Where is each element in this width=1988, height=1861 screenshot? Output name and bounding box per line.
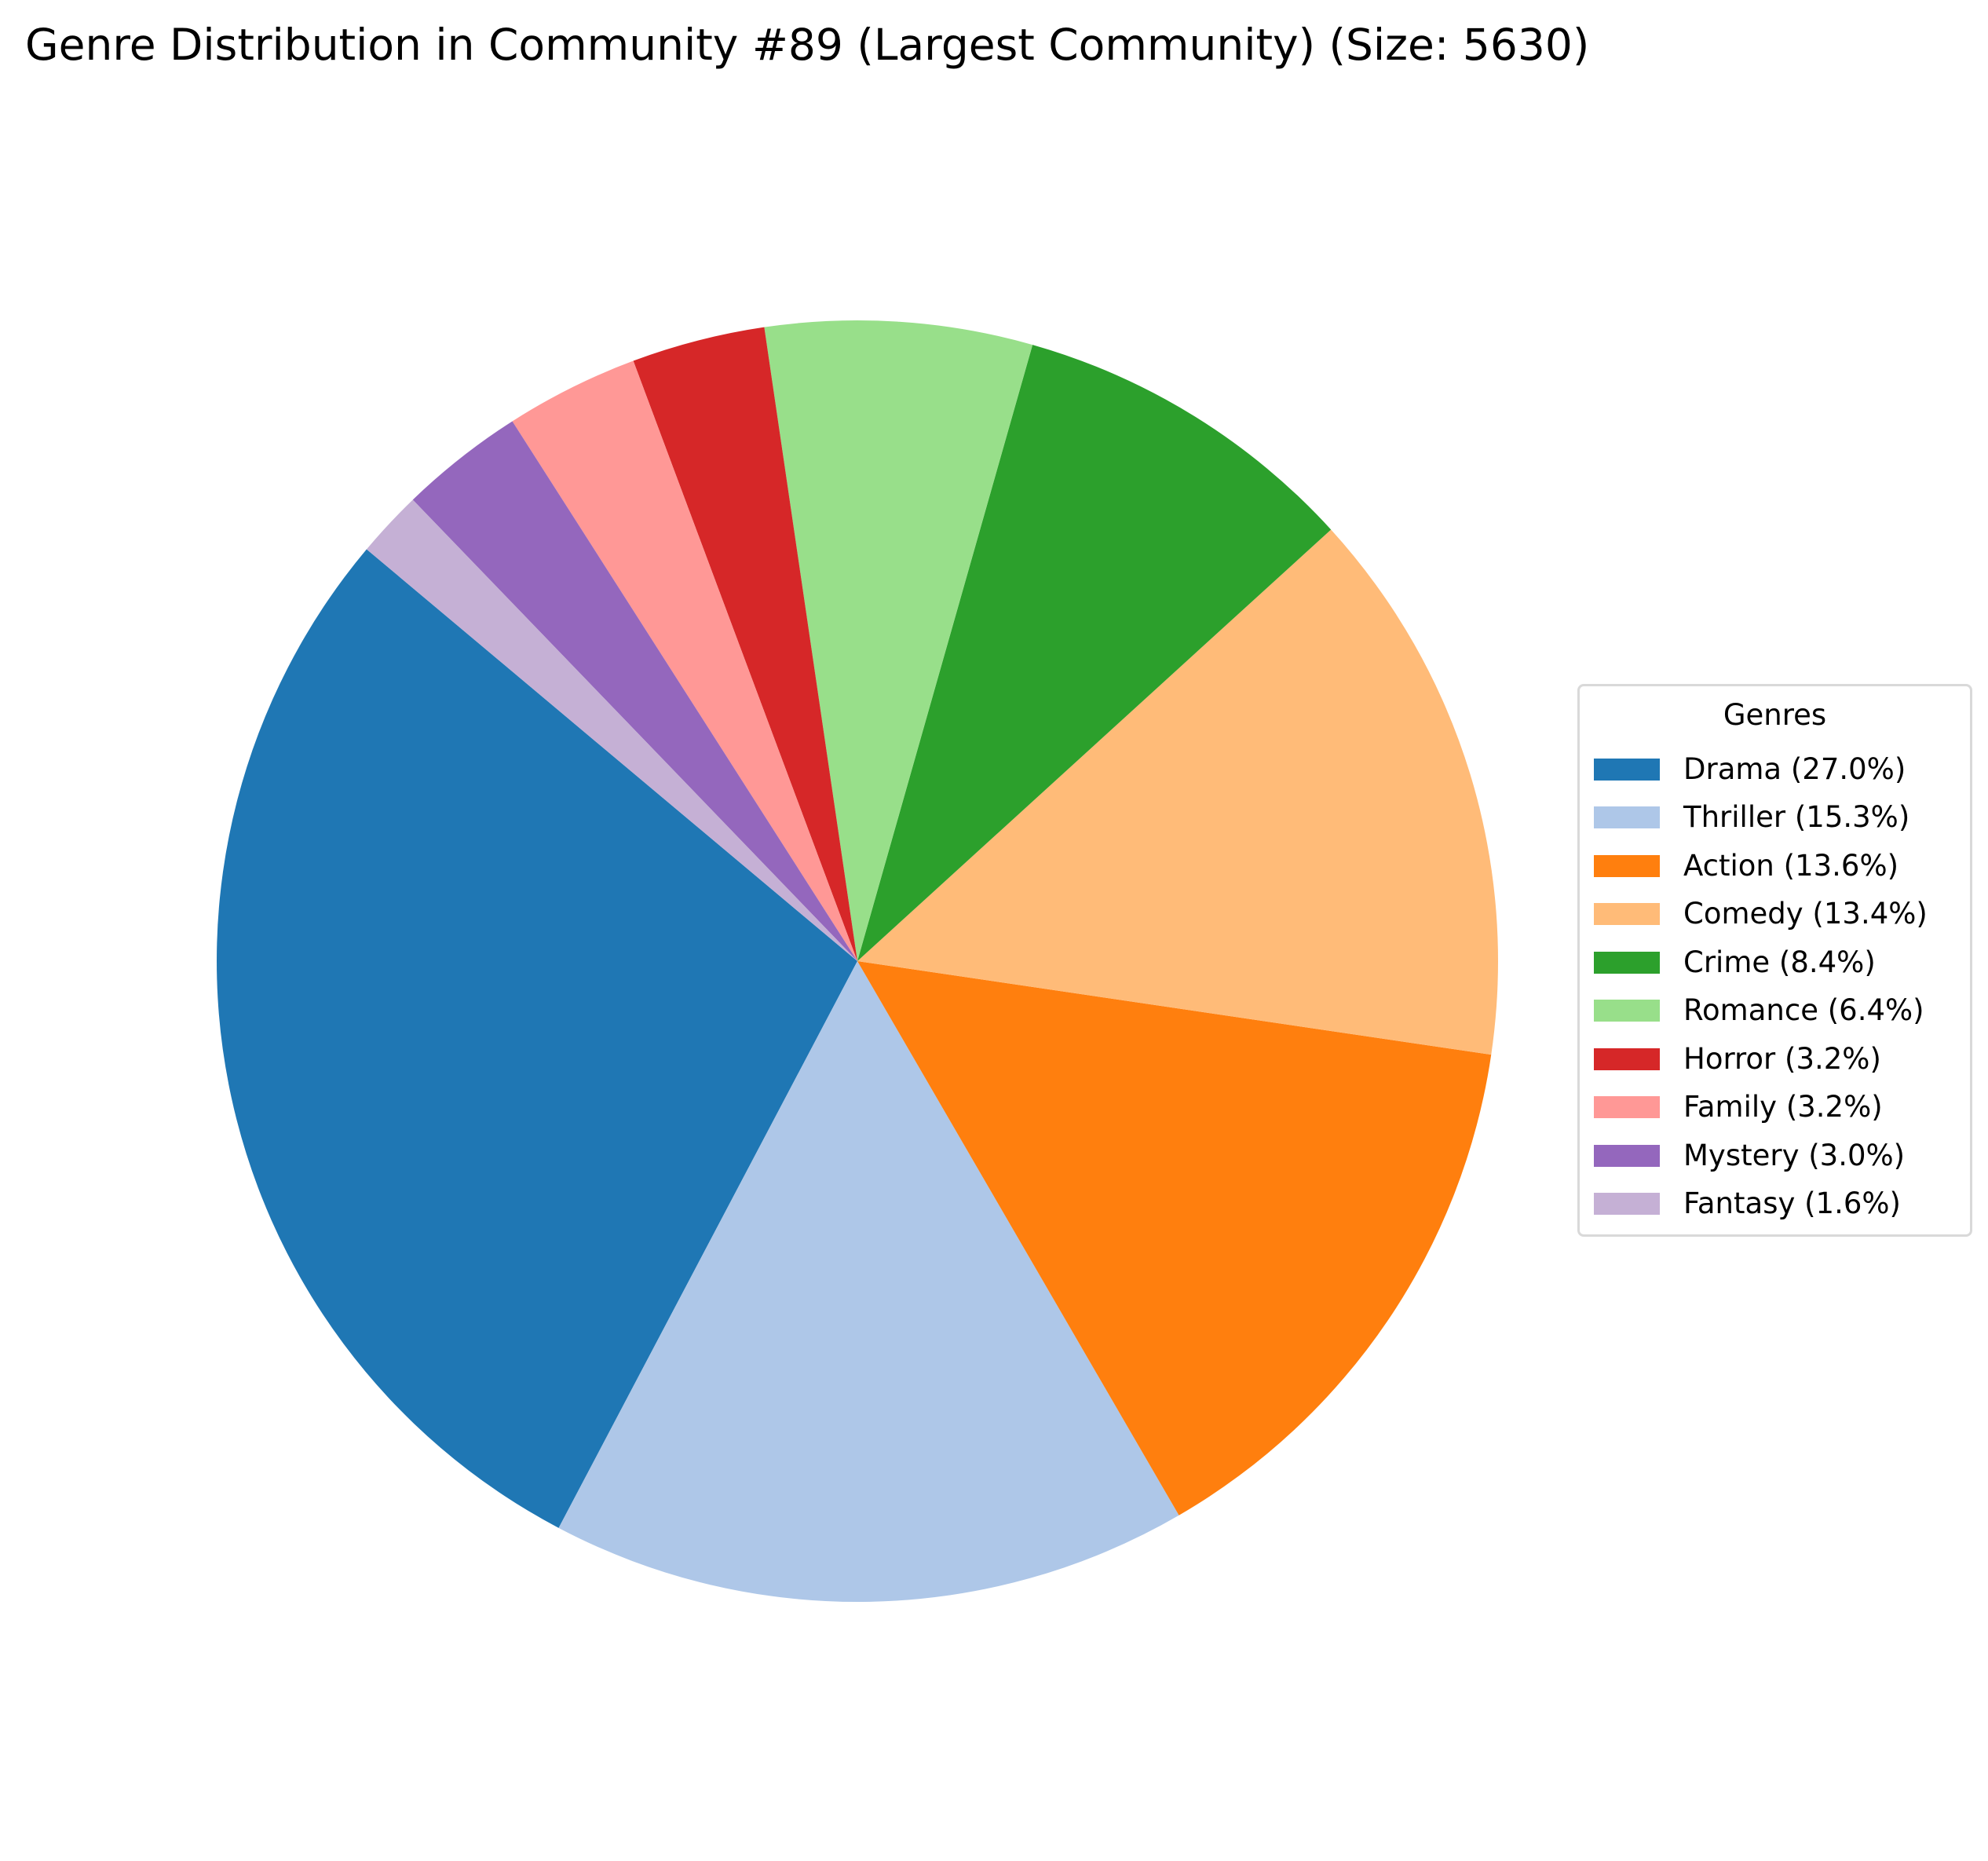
legend-label: Thriller (15.3%): [1683, 800, 1910, 835]
legend-item-drama: Drama (27.0%): [1594, 745, 1928, 794]
legend-item-fantasy: Fantasy (1.6%): [1594, 1180, 1928, 1229]
legend-swatch: [1594, 1096, 1660, 1119]
pie-slice-thriller: [558, 961, 1179, 1603]
pie-slices: [217, 320, 1498, 1603]
legend-label: Comedy (13.4%): [1683, 897, 1928, 931]
legend-label: Mystery (3.0%): [1683, 1138, 1906, 1172]
legend-label: Crime (8.4%): [1683, 945, 1876, 979]
pie-slice-comedy: [857, 529, 1498, 1055]
legend-label: Romance (6.4%): [1683, 993, 1924, 1028]
legend-item-thriller: Thriller (15.3%): [1594, 794, 1928, 843]
legend: Genres Drama (27.0%) Thriller (15.3%) Acti…: [1577, 684, 1972, 1237]
legend-item-crime: Crime (8.4%): [1594, 938, 1928, 987]
legend-swatch: [1594, 806, 1660, 829]
legend-label: Fantasy (1.6%): [1683, 1186, 1901, 1221]
legend-item-comedy: Comedy (13.4%): [1594, 890, 1928, 939]
pie-slice-romance: [764, 320, 1033, 961]
pie-slice-fantasy: [366, 499, 857, 961]
legend-label: Horror (3.2%): [1683, 1041, 1881, 1076]
pie-slice-crime: [857, 345, 1332, 962]
legend-title: Genres: [1723, 698, 1827, 732]
pie-slice-drama: [217, 549, 858, 1528]
legend-swatch: [1594, 1144, 1660, 1167]
legend-swatch: [1594, 903, 1660, 926]
legend-label: Family (3.2%): [1683, 1090, 1883, 1124]
legend-item-family: Family (3.2%): [1594, 1084, 1928, 1132]
legend-swatch: [1594, 951, 1660, 974]
legend-item-mystery: Mystery (3.0%): [1594, 1132, 1928, 1180]
legend-items: Drama (27.0%) Thriller (15.3%) Action (13.…: [1594, 745, 1928, 1228]
legend-swatch: [1594, 758, 1660, 781]
legend-label: Action (13.6%): [1683, 848, 1899, 883]
legend-label: Drama (27.0%): [1683, 751, 1906, 786]
pie-slice-mystery: [412, 421, 857, 961]
legend-swatch: [1594, 1193, 1660, 1216]
legend-item-romance: Romance (6.4%): [1594, 987, 1928, 1036]
legend-swatch: [1594, 854, 1660, 877]
pie-slice-family: [512, 360, 857, 961]
legend-item-horror: Horror (3.2%): [1594, 1035, 1928, 1084]
legend-item-action: Action (13.6%): [1594, 842, 1928, 890]
chart-title: Genre Distribution in Community #89 (Lar…: [25, 20, 1590, 70]
pie-slice-action: [857, 961, 1492, 1515]
pie-slice-horror: [633, 327, 857, 961]
legend-swatch: [1594, 1047, 1660, 1070]
legend-swatch: [1594, 1000, 1660, 1022]
